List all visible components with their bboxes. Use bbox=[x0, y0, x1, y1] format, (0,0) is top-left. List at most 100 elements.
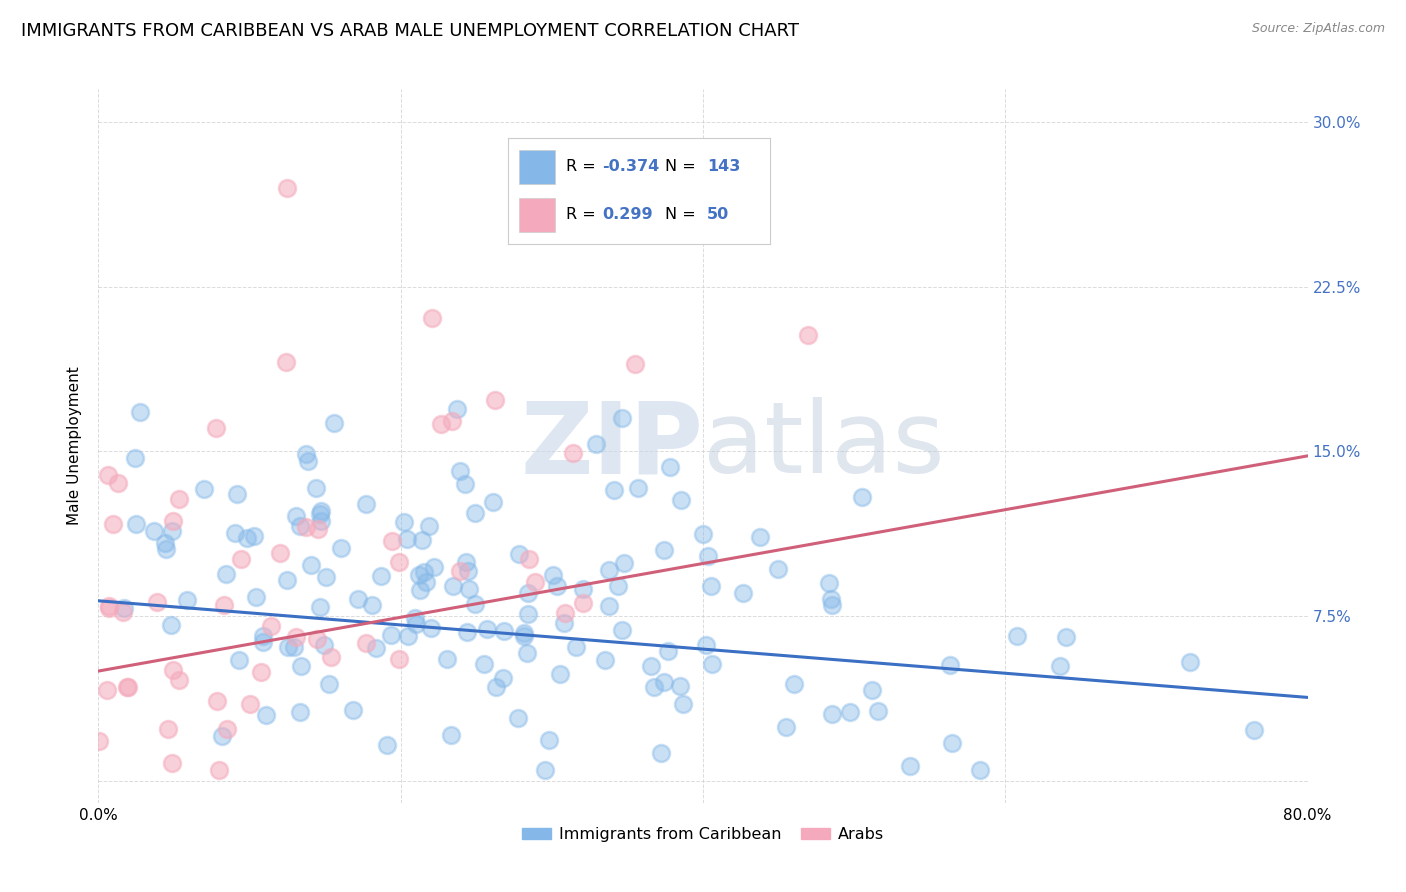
Point bbox=[342, 703, 364, 717]
Point bbox=[276, 573, 298, 587]
Point bbox=[607, 579, 630, 593]
Point bbox=[155, 541, 177, 556]
Point bbox=[285, 630, 308, 644]
Point bbox=[252, 635, 274, 649]
Point bbox=[354, 497, 377, 511]
Point bbox=[513, 626, 536, 640]
Point bbox=[652, 675, 675, 690]
Text: N =: N = bbox=[665, 207, 700, 222]
Point bbox=[380, 628, 402, 642]
Point bbox=[585, 437, 607, 451]
Point bbox=[423, 560, 446, 574]
Text: -0.374: -0.374 bbox=[602, 159, 659, 174]
Point bbox=[969, 763, 991, 777]
Point bbox=[284, 508, 307, 523]
Text: R =: R = bbox=[565, 159, 600, 174]
Point bbox=[366, 641, 388, 656]
Text: 50: 50 bbox=[707, 207, 730, 222]
Point bbox=[472, 657, 495, 671]
Point bbox=[107, 475, 129, 490]
Point bbox=[643, 680, 665, 694]
Point bbox=[749, 530, 772, 544]
Point bbox=[562, 446, 585, 460]
Point bbox=[321, 650, 343, 665]
Point bbox=[211, 729, 233, 743]
Point bbox=[387, 652, 409, 666]
Point bbox=[430, 417, 453, 432]
Point bbox=[420, 310, 443, 325]
Point bbox=[485, 680, 508, 694]
Point bbox=[797, 328, 820, 343]
Point bbox=[124, 451, 146, 466]
Point bbox=[162, 514, 184, 528]
Point bbox=[205, 694, 228, 708]
Point bbox=[288, 518, 311, 533]
Point bbox=[217, 723, 239, 737]
Point bbox=[412, 565, 434, 579]
Point bbox=[565, 640, 588, 654]
Point bbox=[458, 582, 481, 596]
Point bbox=[215, 567, 238, 582]
Point bbox=[650, 746, 672, 760]
Point bbox=[817, 575, 839, 590]
Point bbox=[381, 533, 404, 548]
Point bbox=[517, 586, 540, 600]
Point bbox=[598, 563, 620, 577]
Point bbox=[457, 564, 479, 578]
Point bbox=[276, 181, 298, 195]
Point bbox=[517, 607, 540, 621]
Point bbox=[523, 574, 546, 589]
Point bbox=[193, 482, 215, 496]
Point bbox=[1005, 629, 1028, 643]
Point bbox=[288, 705, 311, 719]
Point bbox=[176, 592, 198, 607]
Point bbox=[408, 583, 430, 598]
Text: N =: N = bbox=[665, 159, 700, 174]
Point bbox=[572, 595, 595, 609]
Point bbox=[1049, 659, 1071, 673]
Point bbox=[733, 586, 755, 600]
Point bbox=[277, 640, 299, 654]
Point bbox=[541, 567, 564, 582]
Legend: Immigrants from Caribbean, Arabs: Immigrants from Caribbean, Arabs bbox=[516, 821, 890, 848]
Point bbox=[162, 524, 184, 538]
Point bbox=[404, 611, 426, 625]
Point bbox=[315, 569, 337, 583]
Point bbox=[508, 547, 530, 561]
Point bbox=[299, 558, 322, 572]
Point bbox=[1243, 723, 1265, 738]
Point bbox=[269, 546, 291, 560]
Point bbox=[441, 414, 464, 428]
Point bbox=[652, 542, 675, 557]
Point bbox=[456, 624, 478, 639]
Point bbox=[418, 519, 440, 533]
Point bbox=[572, 582, 595, 596]
Point bbox=[484, 392, 506, 407]
Point bbox=[610, 624, 633, 638]
Point bbox=[454, 555, 477, 569]
Point bbox=[440, 728, 463, 742]
Point bbox=[939, 658, 962, 673]
Point bbox=[598, 599, 620, 613]
Point bbox=[329, 541, 352, 555]
Point bbox=[346, 591, 368, 606]
Point bbox=[482, 495, 505, 509]
Point bbox=[167, 491, 190, 506]
Point bbox=[250, 665, 273, 680]
Point bbox=[307, 632, 329, 646]
Point bbox=[370, 569, 392, 583]
Point bbox=[205, 421, 228, 435]
Point bbox=[866, 704, 889, 718]
Point bbox=[394, 515, 416, 529]
Point bbox=[97, 599, 120, 613]
Point bbox=[111, 605, 134, 619]
Point bbox=[295, 447, 318, 461]
Point bbox=[548, 667, 571, 681]
Point bbox=[513, 629, 536, 643]
Point bbox=[657, 644, 679, 658]
Point bbox=[318, 677, 340, 691]
Point bbox=[259, 619, 281, 633]
Point bbox=[89, 734, 111, 748]
Point bbox=[207, 763, 229, 777]
Point bbox=[669, 679, 692, 693]
